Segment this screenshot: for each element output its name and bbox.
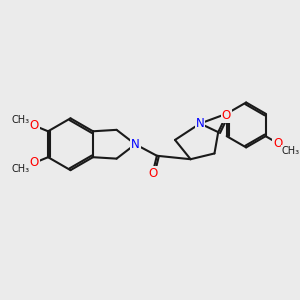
Text: CH₃: CH₃ [281,146,300,156]
Text: O: O [30,119,39,132]
Text: O: O [273,137,283,150]
Text: CH₃: CH₃ [11,164,29,174]
Text: O: O [30,156,39,170]
Text: CH₃: CH₃ [11,115,29,125]
Text: N: N [131,138,140,151]
Text: O: O [222,109,231,122]
Text: N: N [196,117,204,130]
Text: O: O [148,167,157,180]
